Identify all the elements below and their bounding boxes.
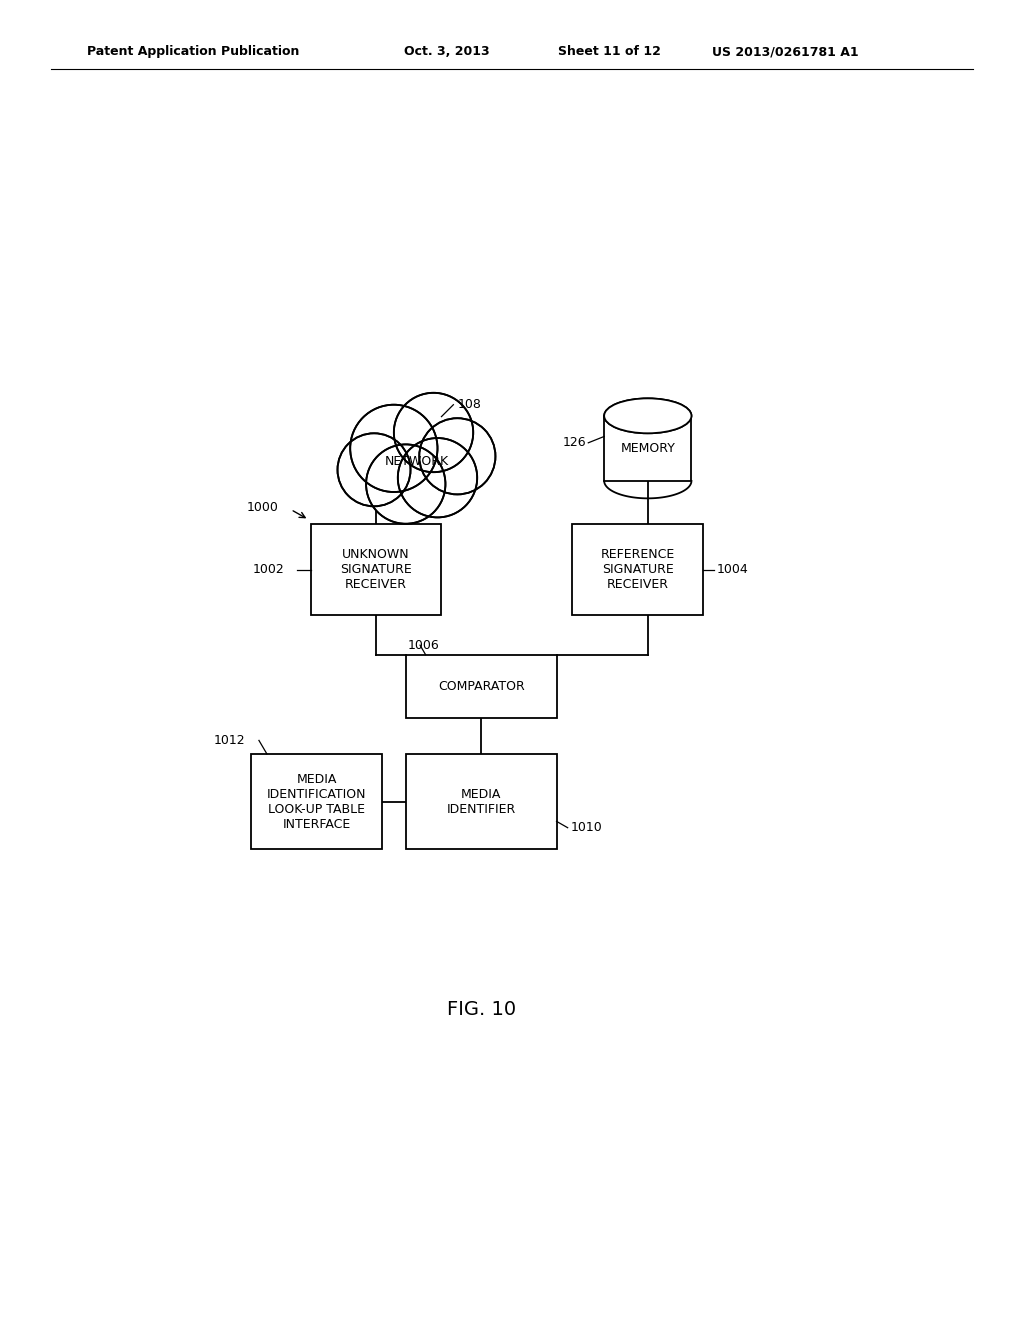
Circle shape: [367, 445, 445, 524]
Bar: [251, 754, 382, 849]
Text: COMPARATOR: COMPARATOR: [438, 680, 524, 693]
Text: Sheet 11 of 12: Sheet 11 of 12: [558, 45, 660, 58]
Text: 1002: 1002: [253, 564, 285, 577]
Bar: [310, 524, 441, 615]
Text: FIG. 10: FIG. 10: [446, 1001, 516, 1019]
Bar: [604, 416, 691, 480]
Text: NETWORK: NETWORK: [385, 455, 450, 469]
Text: MEDIA
IDENTIFICATION
LOOK-UP TABLE
INTERFACE: MEDIA IDENTIFICATION LOOK-UP TABLE INTER…: [266, 772, 367, 830]
Text: Patent Application Publication: Patent Application Publication: [87, 45, 299, 58]
Circle shape: [338, 433, 411, 507]
Bar: [406, 754, 557, 849]
Circle shape: [339, 434, 410, 506]
Text: Oct. 3, 2013: Oct. 3, 2013: [404, 45, 490, 58]
Circle shape: [395, 393, 472, 471]
Ellipse shape: [604, 399, 691, 433]
Text: 1010: 1010: [570, 821, 602, 834]
Circle shape: [368, 446, 444, 523]
Circle shape: [419, 418, 496, 495]
Text: MEMORY: MEMORY: [621, 442, 675, 455]
Text: 108: 108: [458, 399, 481, 412]
Text: REFERENCE
SIGNATURE
RECEIVER: REFERENCE SIGNATURE RECEIVER: [601, 548, 675, 591]
Text: 126: 126: [563, 437, 587, 449]
Circle shape: [350, 405, 437, 492]
Circle shape: [351, 407, 436, 491]
Text: 1006: 1006: [408, 639, 439, 652]
Text: 1012: 1012: [214, 734, 246, 747]
Text: UNKNOWN
SIGNATURE
RECEIVER: UNKNOWN SIGNATURE RECEIVER: [340, 548, 412, 591]
Circle shape: [421, 420, 495, 494]
Ellipse shape: [604, 399, 691, 433]
Circle shape: [394, 393, 473, 473]
Circle shape: [399, 440, 476, 516]
Bar: [406, 655, 557, 718]
Text: 1004: 1004: [717, 564, 749, 577]
Bar: [572, 524, 703, 615]
Text: MEDIA
IDENTIFIER: MEDIA IDENTIFIER: [446, 788, 516, 816]
Text: 1000: 1000: [247, 502, 279, 515]
Circle shape: [397, 438, 477, 517]
Text: US 2013/0261781 A1: US 2013/0261781 A1: [712, 45, 858, 58]
